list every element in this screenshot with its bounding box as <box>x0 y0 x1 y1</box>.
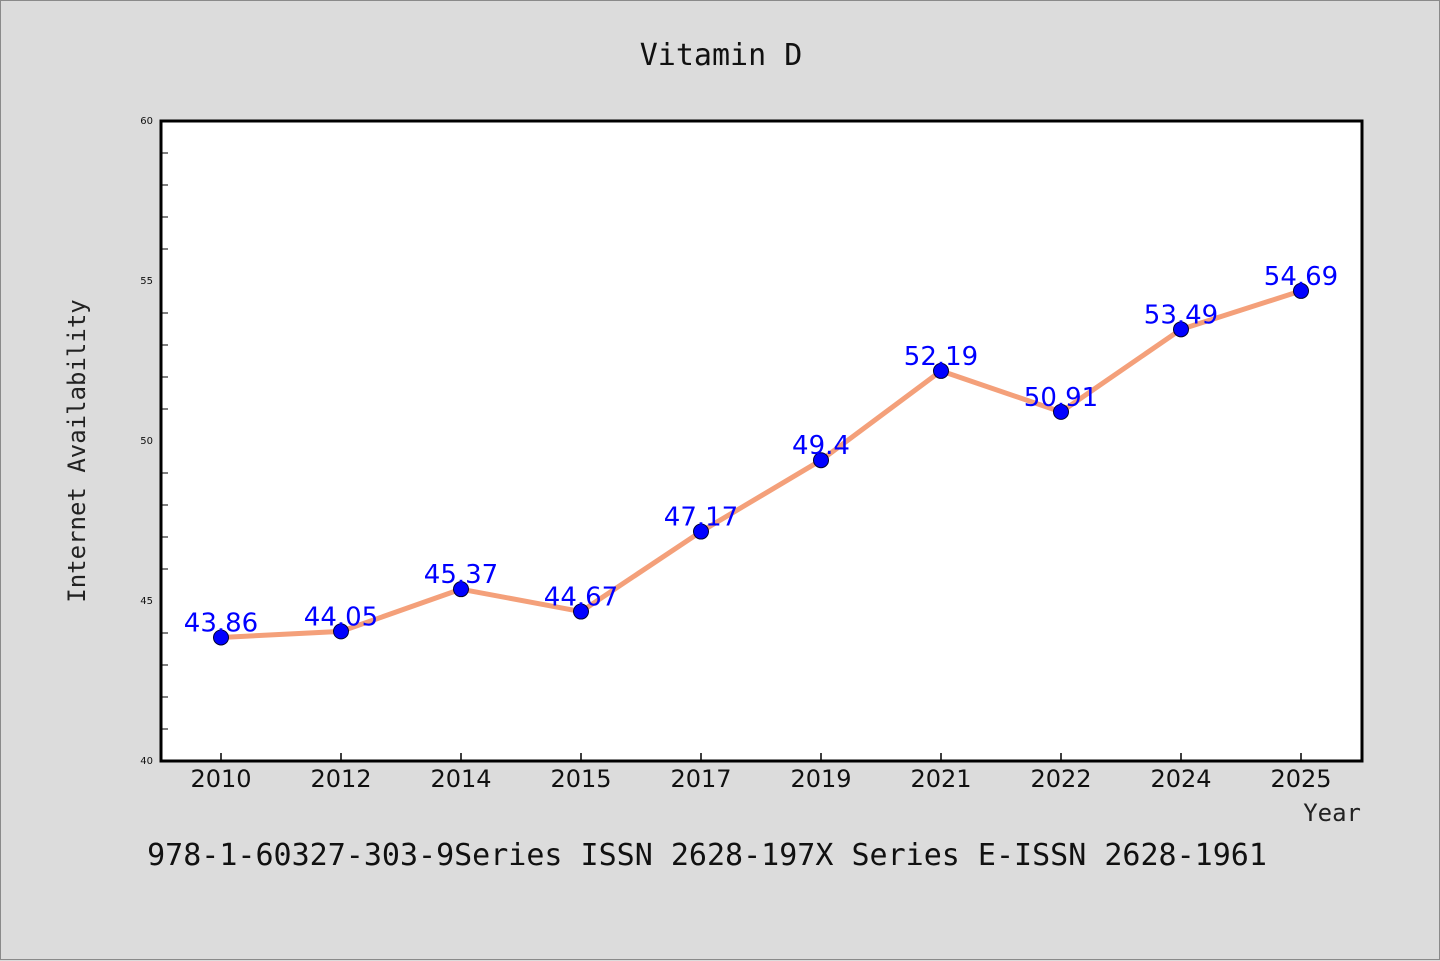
plot-frame <box>159 119 1364 763</box>
data-point-marker <box>693 523 709 540</box>
x-tick-label: 2012 <box>310 765 371 793</box>
x-tick-label: 2014 <box>430 765 491 793</box>
data-point-label: 52.19 <box>904 342 978 372</box>
data-point-marker <box>333 623 349 640</box>
x-tick-label: 2015 <box>550 765 611 793</box>
data-point-label: 54.69 <box>1264 262 1338 292</box>
x-tick-label: 2025 <box>1270 765 1331 793</box>
x-tick-label: 2017 <box>670 765 731 793</box>
data-labels: 43.86 44.05 45.37 44.67 47.17 49.4 52.19 50.91 5… <box>184 262 1338 639</box>
data-point-marker <box>1293 282 1309 299</box>
footer-text: 978-1-60327-303-9Series ISSN 2628-197X S… <box>147 838 1267 873</box>
x-axis-ticks: 2010 2012 2014 2015 2017 2019 2021 2022 2024 2025 <box>190 753 1332 793</box>
y-axis-label: Internet Availability <box>63 299 91 602</box>
data-point-label: 43.86 <box>184 608 258 638</box>
chart-title: Vitamin D <box>640 38 803 73</box>
x-tick-label: 2010 <box>190 765 251 793</box>
data-point-label: 44.67 <box>544 583 618 613</box>
x-tick-label: 2019 <box>790 765 851 793</box>
y-tick-label: 60 <box>140 116 153 127</box>
data-point-label: 50.91 <box>1024 383 1098 413</box>
data-point-label: 47.17 <box>664 503 738 533</box>
data-point-marker <box>813 452 829 469</box>
data-points <box>213 282 1309 646</box>
data-point-marker <box>453 581 469 598</box>
data-point-label: 44.05 <box>304 602 378 632</box>
data-point-marker <box>213 629 229 646</box>
x-tick-label: 2021 <box>910 765 971 793</box>
series-line <box>218 288 1304 640</box>
y-tick-label: 40 <box>140 756 153 767</box>
x-tick-label: 2022 <box>1030 765 1091 793</box>
data-point-marker <box>1173 321 1189 338</box>
x-axis-label: Year <box>1303 799 1361 827</box>
y-tick-label: 50 <box>140 436 153 447</box>
y-tick-label: 45 <box>140 596 153 607</box>
y-tick-label: 55 <box>140 276 153 287</box>
data-point-marker <box>1053 403 1069 420</box>
data-point-marker <box>573 603 589 620</box>
data-point-label: 53.49 <box>1144 300 1218 330</box>
data-point-label: 49.4 <box>792 431 850 461</box>
data-point-marker <box>933 362 949 379</box>
x-tick-label: 2024 <box>1150 765 1211 793</box>
data-point-label: 45.37 <box>424 560 498 590</box>
plot-area <box>161 121 1362 761</box>
